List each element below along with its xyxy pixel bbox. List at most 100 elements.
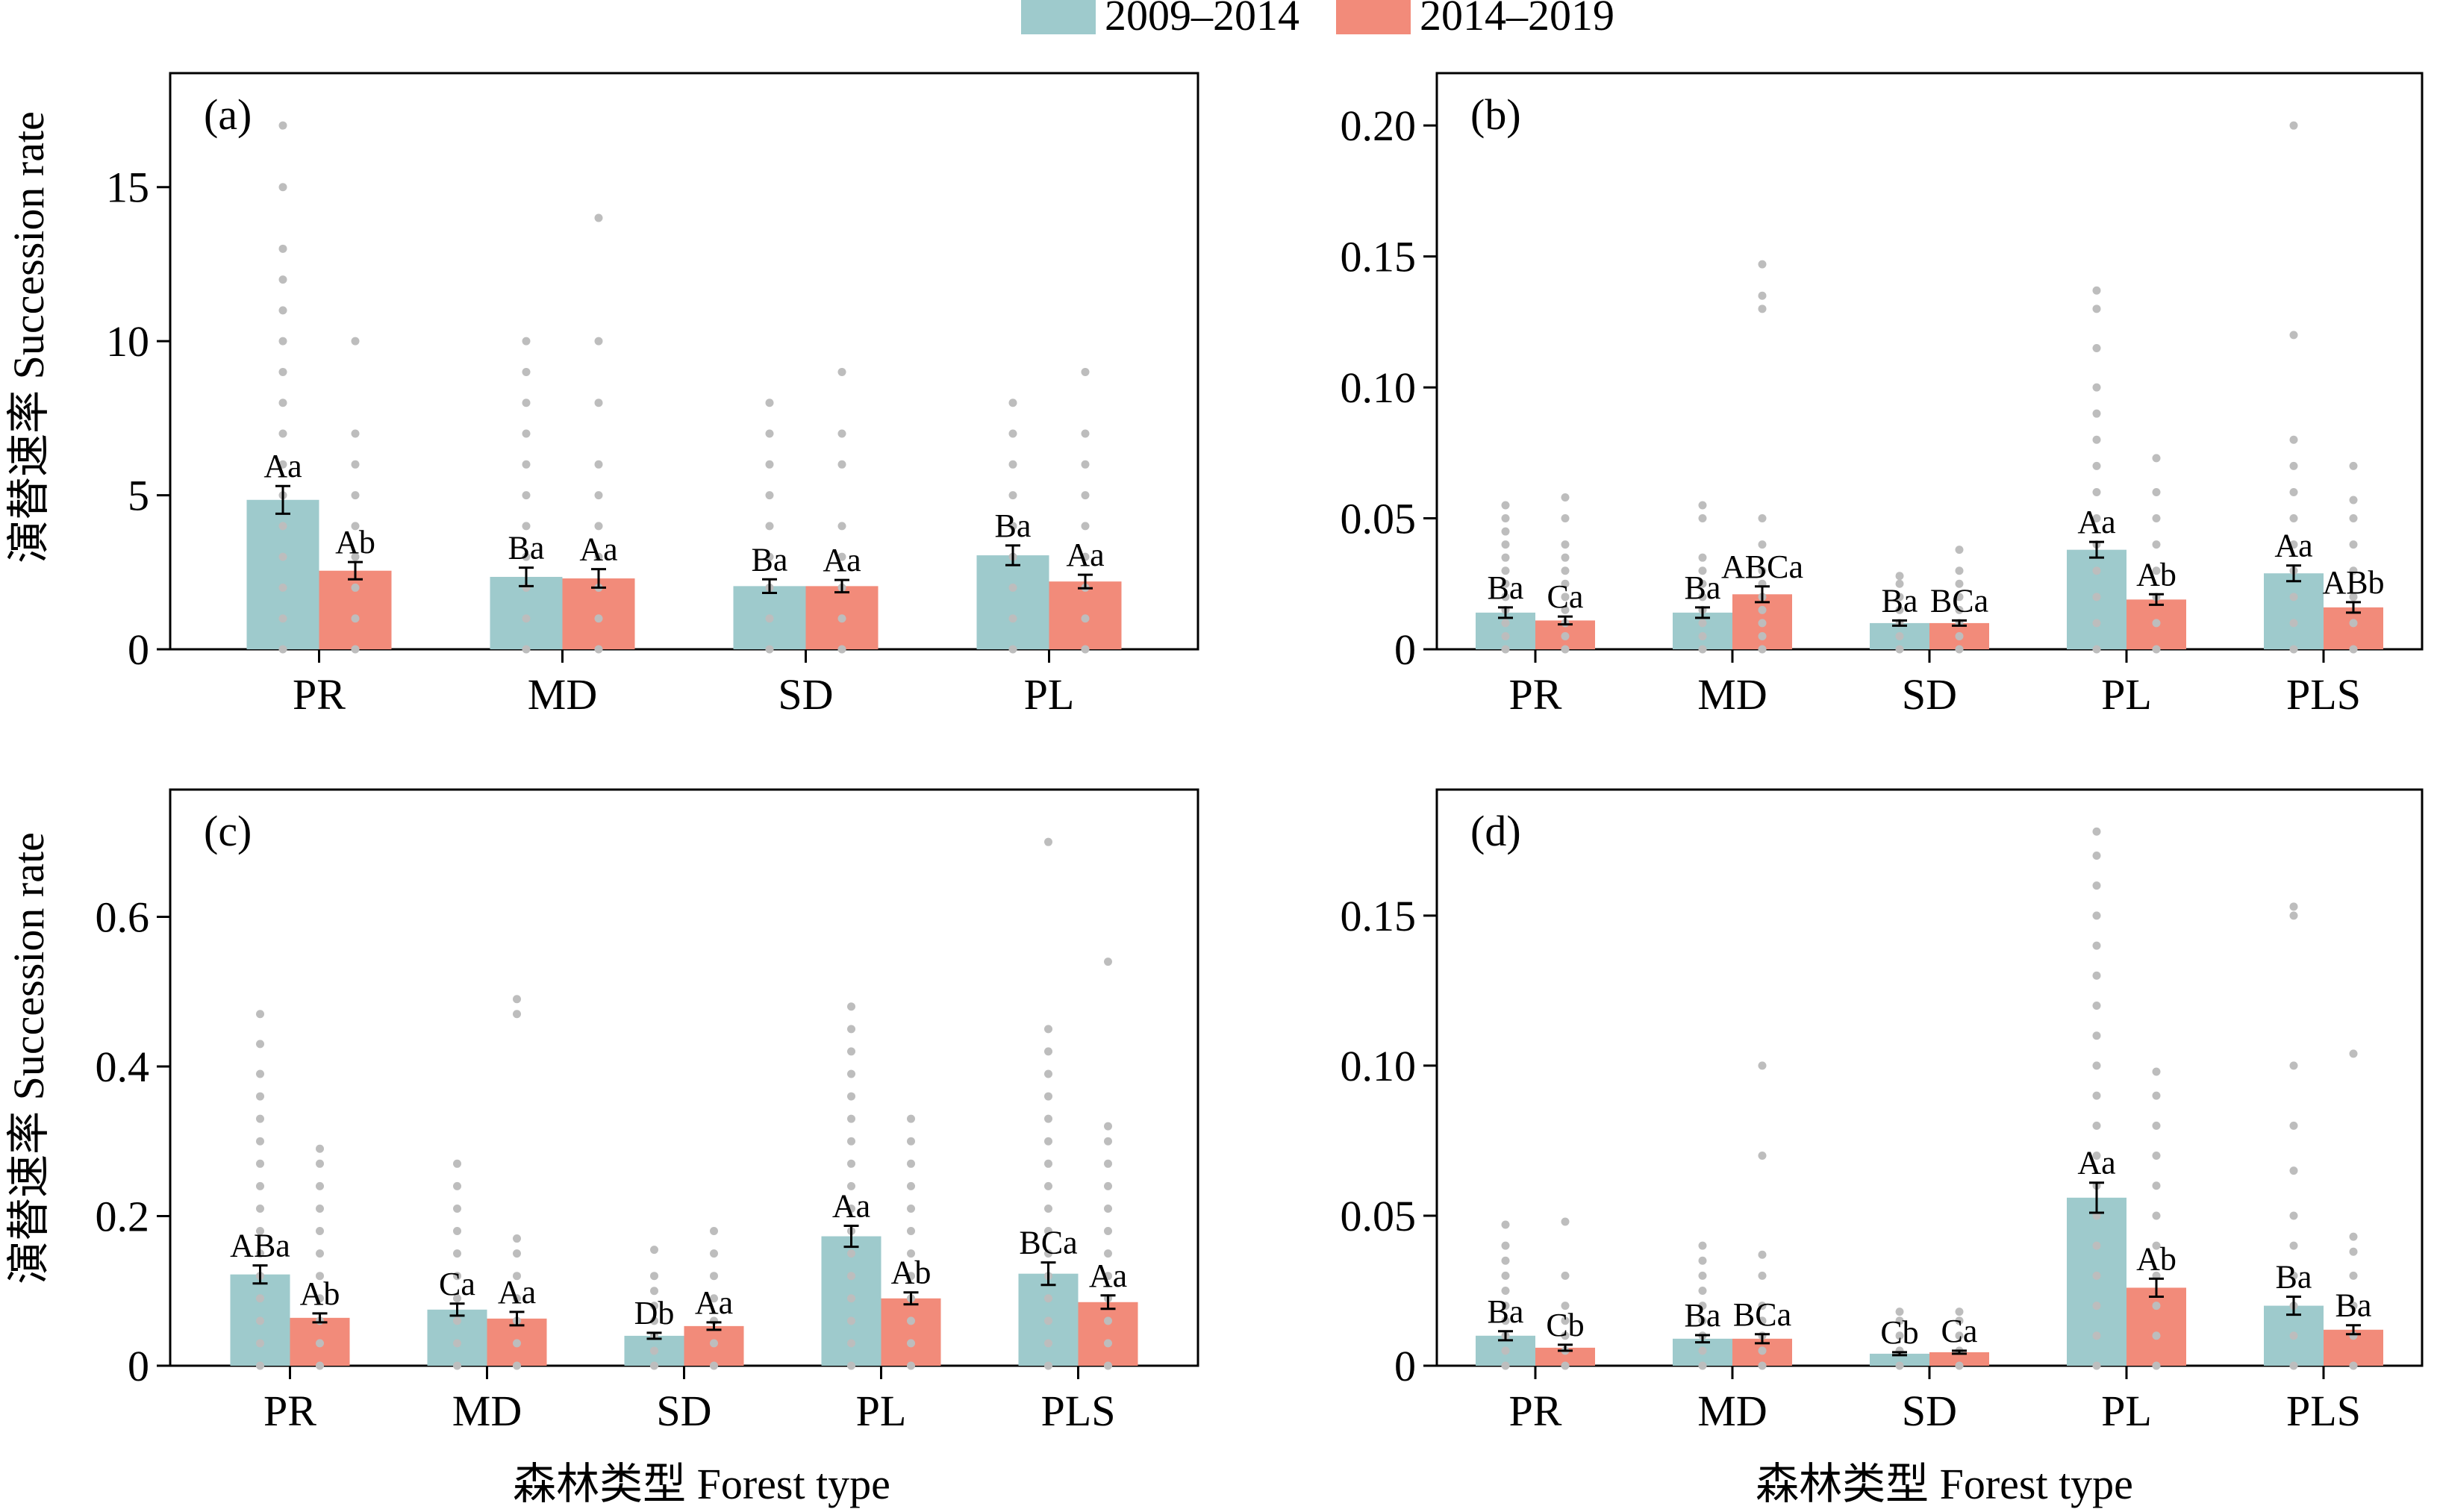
data-point xyxy=(2092,1361,2101,1370)
data-point xyxy=(1081,614,1090,623)
data-point xyxy=(453,1361,461,1370)
data-point xyxy=(256,1069,264,1078)
data-point xyxy=(1561,566,1570,575)
data-point xyxy=(2092,851,2101,860)
y-axis-label-bottom: 演替速率 Succession rate xyxy=(4,832,53,1284)
data-point xyxy=(513,1272,521,1281)
significance-label: Ba xyxy=(1488,1293,1524,1330)
data-point xyxy=(2092,971,2101,980)
data-point xyxy=(1561,1302,1570,1310)
data-point xyxy=(513,1249,521,1258)
data-point xyxy=(1501,566,1510,575)
data-point xyxy=(2152,454,2161,463)
data-point xyxy=(1008,645,1017,654)
data-point xyxy=(1501,593,1510,602)
data-point xyxy=(1758,1152,1767,1160)
significance-label: BCa xyxy=(1930,582,1988,619)
data-point xyxy=(453,1159,461,1168)
data-point xyxy=(2092,881,2101,890)
data-point xyxy=(1561,514,1570,523)
data-point xyxy=(1561,605,1570,614)
data-point xyxy=(594,213,603,222)
significance-label: Db xyxy=(634,1295,675,1331)
data-point xyxy=(1501,1241,1510,1250)
legend: 2009–2014 2014–2019 xyxy=(1021,0,1614,40)
significance-label: Ca xyxy=(1547,578,1584,615)
data-point xyxy=(1081,491,1090,500)
data-point xyxy=(650,1361,658,1370)
data-point xyxy=(1758,1316,1767,1325)
data-point xyxy=(2289,487,2298,496)
data-point xyxy=(2092,304,2101,313)
data-point xyxy=(1955,1316,1964,1325)
data-point xyxy=(2349,566,2358,575)
data-point xyxy=(1104,1181,1112,1190)
data-point xyxy=(2092,435,2101,444)
data-point xyxy=(453,1204,461,1213)
data-point xyxy=(522,337,531,346)
data-point xyxy=(2289,619,2298,628)
significance-label: Ba xyxy=(1882,582,1918,619)
data-point xyxy=(650,1272,658,1281)
data-point xyxy=(256,1040,264,1049)
data-point xyxy=(1698,553,1707,562)
data-point xyxy=(278,244,287,253)
data-point xyxy=(2289,593,2298,602)
data-point xyxy=(278,522,287,531)
panel-c: (c) 0 0.2 0.4 0.6 PR ABa Ab MD Ca Aa SD Db Aa PL Aa Ab PL… xyxy=(96,788,1199,1435)
data-point xyxy=(847,1025,855,1034)
data-point xyxy=(2152,1361,2161,1370)
data-point xyxy=(1698,1286,1707,1295)
significance-label: Ba xyxy=(2335,1287,2372,1324)
significance-label: Ba xyxy=(752,541,788,578)
data-point xyxy=(1698,1256,1707,1265)
data-point xyxy=(847,1092,855,1101)
data-point xyxy=(837,552,846,561)
data-point xyxy=(2289,121,2298,130)
data-point xyxy=(1895,1331,1904,1340)
data-point xyxy=(1698,1302,1707,1310)
data-point xyxy=(2289,1121,2298,1130)
significance-label: BCa xyxy=(1019,1225,1077,1261)
data-point xyxy=(256,1181,264,1190)
data-point xyxy=(1044,1361,1052,1370)
data-point xyxy=(522,491,531,500)
data-point xyxy=(765,399,774,407)
data-point xyxy=(513,995,521,1004)
data-point xyxy=(513,1234,521,1243)
data-point xyxy=(1895,1361,1904,1370)
data-point xyxy=(1758,514,1767,523)
bar xyxy=(1929,1352,1989,1366)
data-point xyxy=(847,1114,855,1123)
data-point xyxy=(1561,645,1570,654)
data-point xyxy=(594,522,603,531)
data-point xyxy=(522,614,531,623)
data-point xyxy=(1758,645,1767,654)
data-point xyxy=(1104,958,1112,966)
data-point xyxy=(2092,383,2101,392)
panel-label: (c) xyxy=(204,807,252,855)
data-point xyxy=(1501,540,1510,549)
bar xyxy=(2324,607,2383,649)
significance-label: Aa xyxy=(263,448,302,484)
y-tick-label: 15 xyxy=(106,163,149,212)
data-point xyxy=(453,1249,461,1258)
axis-labels: 演替速率 Succession rate 演替速率 Succession rat… xyxy=(4,111,2133,1508)
x-tick-label: SD xyxy=(778,670,833,719)
significance-label: Ab xyxy=(2136,556,2177,593)
data-point xyxy=(278,183,287,192)
data-point xyxy=(1955,631,1964,640)
data-point xyxy=(1561,593,1570,602)
significance-label: Ab xyxy=(300,1275,340,1312)
legend-swatch-2014-2019 xyxy=(1336,0,1411,34)
data-point xyxy=(1501,514,1510,523)
significance-label: Ab xyxy=(891,1255,932,1291)
data-point xyxy=(1698,645,1707,654)
data-point xyxy=(2289,1061,2298,1070)
data-point xyxy=(2289,435,2298,444)
significance-label: Aa xyxy=(579,531,617,568)
significance-label: Aa xyxy=(832,1188,870,1225)
data-point xyxy=(1104,1204,1112,1213)
